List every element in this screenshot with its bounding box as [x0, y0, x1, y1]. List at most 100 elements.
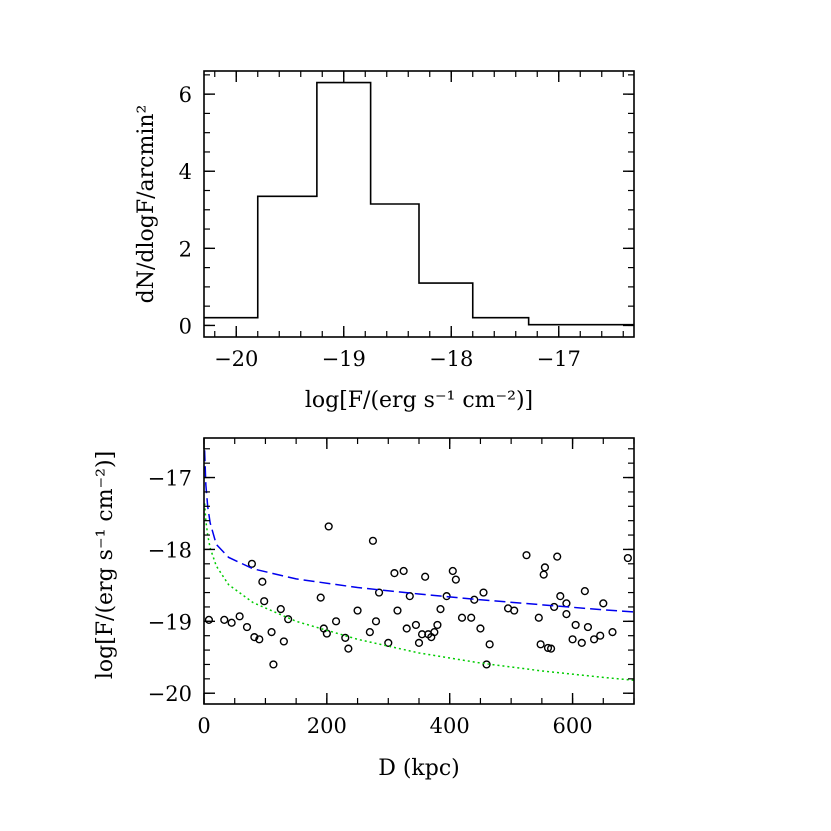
scatter-point [247, 559, 257, 568]
scatter-point [220, 615, 229, 624]
scatter-point [344, 644, 353, 653]
y-tick-label: −18 [148, 538, 192, 562]
histogram-frame [203, 70, 635, 338]
y-tick-label: −17 [148, 467, 192, 491]
scatter-point [623, 553, 632, 563]
scatter-point [341, 633, 350, 642]
histogram-x-tick-labels: −20 −19 −18 −17 [214, 347, 581, 371]
scatter-point [331, 617, 341, 626]
scatter-point [227, 618, 236, 627]
y-tick-label: −19 [148, 610, 192, 634]
scatter-point [260, 597, 269, 606]
x-tick-label: 200 [307, 714, 347, 738]
scatter-point [353, 606, 362, 615]
scatter-point [399, 566, 408, 576]
scatter-point [250, 633, 259, 642]
scatter-point [457, 613, 467, 622]
scatter-point [374, 588, 384, 597]
y-tick-label: 0 [179, 314, 192, 338]
scatter-point [482, 660, 491, 669]
scatter-point [436, 605, 445, 614]
scatter-point [467, 613, 476, 622]
scatter-point [371, 617, 381, 626]
x-tick-label: 400 [430, 714, 470, 738]
scatter-point [583, 622, 593, 632]
scatter-point [553, 552, 562, 561]
scatter-point [534, 613, 543, 622]
scatter-point [596, 631, 605, 640]
scatter-point [269, 660, 278, 669]
scatter-point [242, 622, 252, 632]
scatter-point [258, 577, 267, 586]
scatter-y-tick-labels: −17 −18 −19 −20 [148, 467, 192, 707]
scatter-point [390, 569, 399, 578]
scatter-point [599, 599, 608, 608]
histogram-marks [204, 81, 634, 326]
scatter-point [476, 624, 485, 633]
scatter-point [546, 644, 556, 653]
scatter-point [368, 536, 378, 545]
scatter-point [589, 635, 599, 644]
histogram-x-axis-label: log[F/(erg s⁻¹ cm⁻²)] [305, 388, 533, 413]
scatter-point [235, 612, 244, 621]
histogram-y-axis-label: dN/dlogF/arcmin² [134, 105, 159, 304]
y-tick-label: 6 [179, 83, 192, 107]
x-tick-label: 600 [553, 714, 593, 738]
scatter-point [316, 593, 325, 602]
x-tick-label: −19 [322, 347, 366, 371]
scatter-point [279, 637, 288, 646]
scatter-point [580, 587, 589, 596]
scatter-point [284, 615, 293, 624]
scatter-point [255, 635, 264, 644]
scatter-point [577, 638, 586, 647]
dashed-curve [203, 450, 635, 613]
scatter-point [479, 588, 488, 597]
scatter-point [411, 620, 421, 630]
scatter-point [571, 620, 580, 630]
scatter-point [485, 640, 494, 649]
scatter-point [433, 620, 442, 630]
scatter-point [430, 628, 439, 637]
scatter-marks [203, 450, 635, 682]
scatter-point [451, 575, 460, 584]
scatter-point [470, 595, 479, 604]
scatter-point [540, 563, 550, 572]
scatter-ticks [203, 438, 635, 704]
scatter-point [522, 551, 531, 560]
y-tick-label: 4 [179, 160, 192, 184]
x-tick-label: −18 [429, 347, 473, 371]
dotted-curve [203, 503, 635, 682]
y-tick-label: −20 [148, 682, 192, 706]
scatter-point [402, 624, 411, 633]
histogram-ticks [204, 71, 634, 337]
x-tick-label: −17 [537, 347, 581, 371]
x-tick-label: −20 [214, 347, 258, 371]
scatter-point [324, 522, 333, 531]
x-tick-label: 0 [197, 714, 210, 738]
scatter-point [384, 638, 393, 647]
histogram-y-tick-labels: 0 2 4 6 [179, 83, 192, 338]
scatter-point [562, 610, 571, 619]
scatter-point [536, 640, 545, 649]
scatter-point [276, 605, 285, 614]
scatter-point [421, 572, 430, 581]
scatter-point [550, 602, 559, 612]
scatter-point [267, 628, 276, 637]
scatter-panel: 0 200 400 600 −17 −18 −19 −20 D (kpc) log[F/(e… [93, 437, 635, 781]
scatter-point [608, 628, 617, 637]
y-tick-label: 2 [179, 237, 192, 261]
scatter-point [448, 566, 457, 576]
scatter-point [365, 628, 374, 637]
scatter-point [568, 635, 577, 644]
histogram-step-line [204, 81, 634, 326]
scatter-x-tick-labels: 0 200 400 600 [197, 714, 592, 738]
scatter-point [510, 606, 519, 615]
scatter-point [556, 592, 565, 601]
scatter-point [414, 638, 424, 647]
scatter-y-axis-label: log[F/(erg s⁻¹ cm⁻²)] [93, 451, 118, 679]
scatter-point [204, 615, 214, 624]
scatter-point [393, 606, 402, 615]
scatter-x-axis-label: D (kpc) [378, 756, 460, 781]
